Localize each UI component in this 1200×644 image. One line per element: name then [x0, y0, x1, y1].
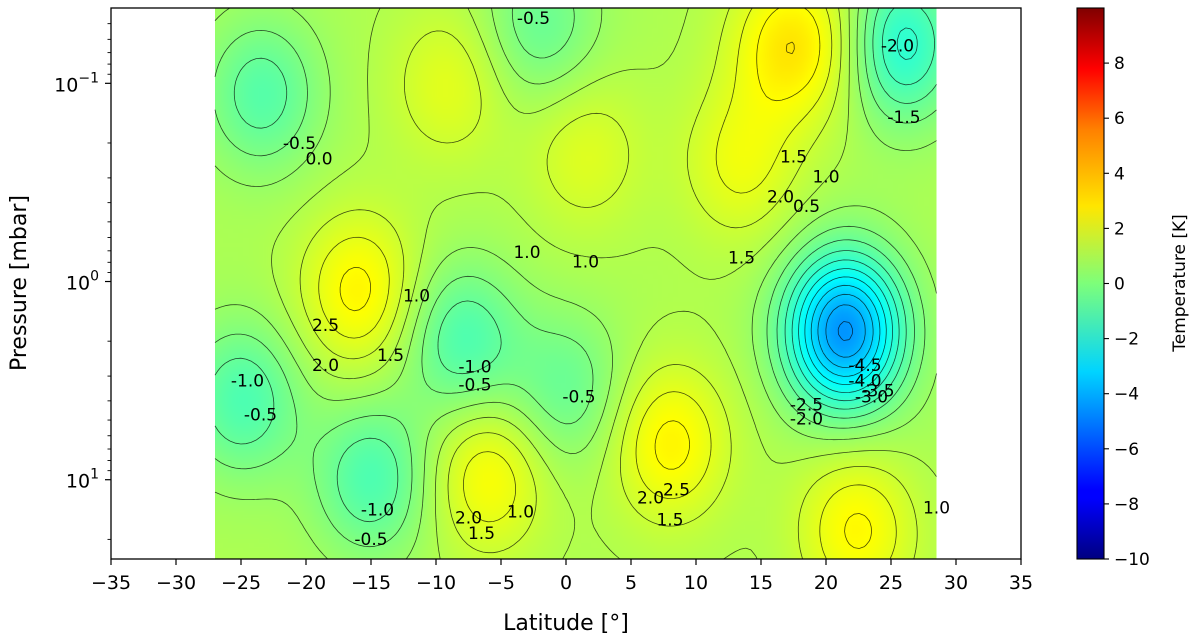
contour-label: -0.5 — [458, 376, 491, 396]
y-tick-label: 10−1 — [54, 70, 99, 96]
contour-label: 0.5 — [643, 566, 670, 586]
colorbar — [1077, 8, 1104, 559]
temperature-field — [215, 8, 937, 559]
y-axis: 10−1 100 101 — [54, 23, 111, 540]
colorbar-tick-label: −6 — [1114, 440, 1139, 460]
colorbar-tick-label: 4 — [1114, 164, 1125, 184]
x-axis-label: Latitude [°] — [503, 611, 629, 636]
contour-line — [318, 8, 897, 559]
contour-line — [214, 8, 937, 559]
contour-label: 1.0 — [403, 286, 430, 306]
y-axis-label: Pressure [mbar] — [7, 195, 32, 371]
x-tick-label: 15 — [749, 572, 773, 594]
contour-line — [798, 268, 893, 393]
contour-label: 2.0 — [767, 187, 794, 207]
contour-label: 2.5 — [312, 316, 339, 336]
colorbar-tick-label: −2 — [1114, 330, 1139, 350]
x-tick-label: −10 — [416, 572, 456, 594]
contour-label: 1.0 — [507, 502, 534, 522]
contour-label: -1.0 — [231, 372, 264, 392]
contour-line — [214, 8, 937, 523]
colorbar-axis: 8 6 4 2 0 −2 −4 −6 −8 −10 — [1104, 54, 1150, 570]
x-tick-label: −20 — [286, 572, 326, 594]
contour-line — [214, 8, 937, 548]
contour-label: 0.0 — [305, 150, 332, 170]
x-tick-label: 5 — [625, 572, 637, 594]
contour-label: -3.5 — [861, 382, 894, 402]
contour-label: 1.0 — [812, 167, 839, 187]
contour-line — [837, 321, 853, 341]
contour-label: -4.5 — [848, 356, 881, 376]
x-tick-label: −30 — [156, 572, 196, 594]
contour-label: -1.0 — [361, 500, 394, 520]
contour-label: 2.0 — [455, 508, 482, 528]
contour-line — [271, 8, 937, 559]
contour-label: -4.0 — [848, 372, 881, 392]
x-tick-label: 0 — [560, 572, 572, 594]
x-tick-label: 25 — [879, 572, 903, 594]
contour-label: -0.5 — [517, 9, 550, 29]
contour-label: 1.0 — [572, 253, 599, 273]
contour-label: 2.5 — [663, 481, 690, 501]
contour-label: 0.5 — [793, 197, 820, 217]
contour-label: 1.0 — [923, 498, 950, 518]
contour-line — [339, 8, 872, 549]
colorbar-tick-label: −4 — [1114, 385, 1139, 405]
y-tick-label: 100 — [66, 269, 99, 295]
contour-line — [825, 304, 866, 358]
x-tick-label: −35 — [91, 572, 131, 594]
contour-label: 2.0 — [312, 356, 339, 376]
colorbar-tick-label: 0 — [1114, 275, 1125, 295]
x-tick-label: 30 — [944, 572, 968, 594]
x-tick-label: −5 — [487, 572, 515, 594]
x-tick-label: 10 — [684, 572, 708, 594]
x-tick-label: 35 — [1009, 572, 1033, 594]
contour-label: -2.0 — [881, 37, 914, 57]
contour-line — [804, 276, 887, 385]
contour-label: 2.0 — [637, 489, 664, 509]
contour-label: -1.5 — [887, 108, 920, 128]
contour-label: 1.5 — [656, 510, 683, 530]
contour-line — [791, 27, 918, 402]
contour-label: -0.5 — [562, 387, 595, 407]
contour-label: -2.0 — [790, 409, 823, 429]
colorbar-tick-label: −8 — [1114, 495, 1139, 515]
contour-label: 1.0 — [513, 243, 540, 263]
colorbar-tick-label: 6 — [1114, 109, 1125, 129]
colorbar-label: Temperature [K] — [1170, 214, 1190, 353]
x-axis: −35 −30 −25 −20 −15 −10 −5 0 5 10 15 20 25 30 35 — [91, 559, 1033, 594]
contour-label: -0.5 — [283, 134, 316, 154]
colorbar-tick-label: −10 — [1114, 550, 1150, 570]
contour-labels: -0.5-2.0-1.5-0.50.0 1.51.02.00.51.0 1.0 1.5… — [231, 9, 950, 586]
contour-label: 1.5 — [780, 148, 807, 168]
contour-label: -1.0 — [458, 358, 491, 378]
contour-label: -2.5 — [790, 395, 823, 415]
x-tick-label: −25 — [221, 572, 261, 594]
contour-line — [817, 293, 874, 368]
contour-line — [785, 41, 795, 55]
x-tick-label: −15 — [351, 572, 391, 594]
contour-label: 1.5 — [728, 249, 755, 269]
contour-line — [784, 8, 935, 410]
contour-label: 1.5 — [468, 524, 495, 544]
y-tick-label: 101 — [66, 467, 99, 493]
contour-label: -3.0 — [855, 387, 888, 407]
contour-line — [299, 8, 918, 559]
x-tick-label: 20 — [814, 572, 838, 594]
colorbar-tick-label: 8 — [1114, 54, 1125, 74]
contour-label: -0.5 — [244, 405, 277, 425]
contour-line — [810, 284, 881, 377]
colorbar-tick-label: 2 — [1114, 219, 1125, 239]
contour-lines — [214, 8, 937, 559]
contour-label: 1.5 — [377, 346, 404, 366]
contour-label: -0.5 — [354, 530, 387, 550]
